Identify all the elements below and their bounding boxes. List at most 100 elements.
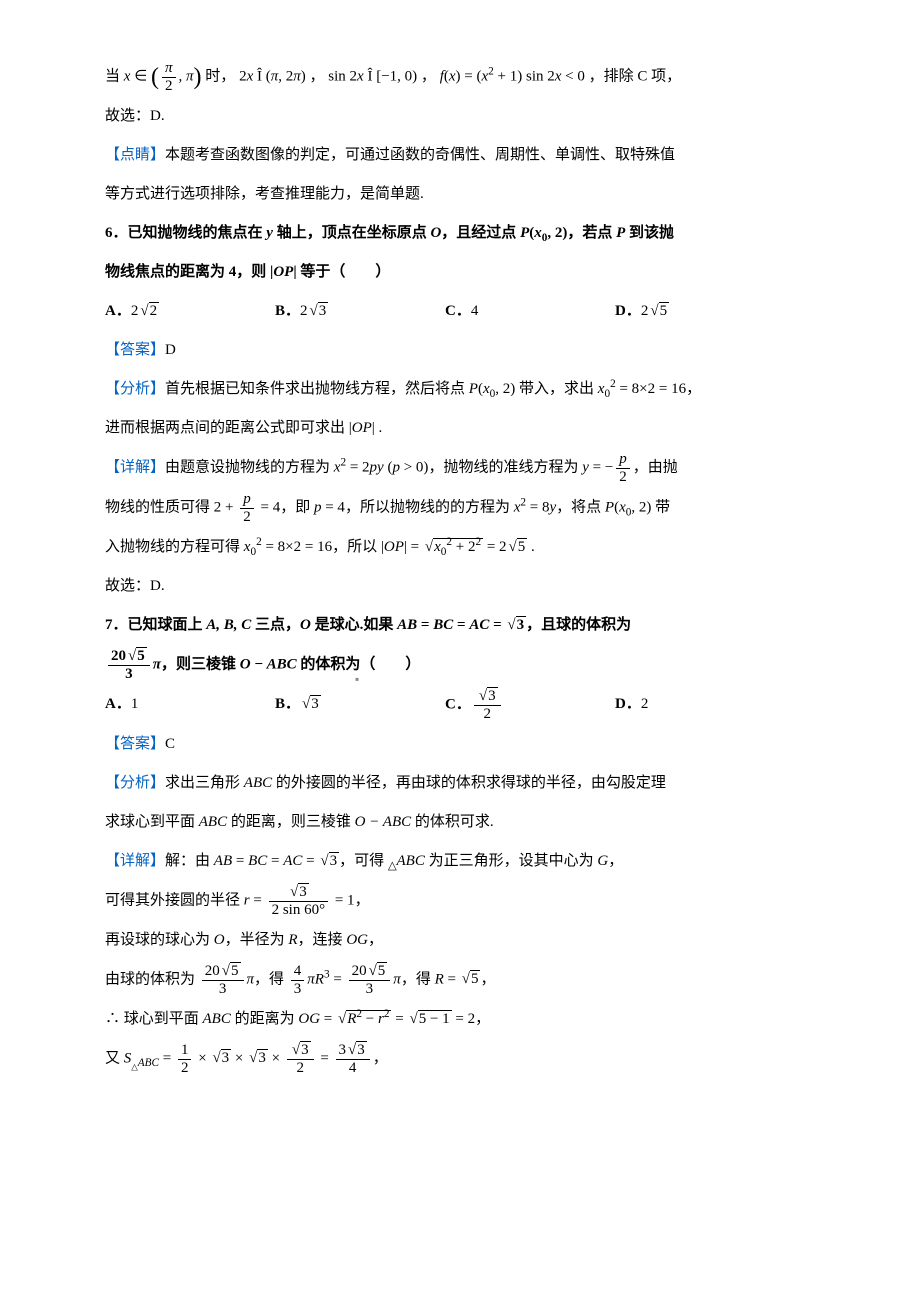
text: ， (421, 68, 436, 84)
q6-option-d: D．25 (615, 295, 840, 328)
q6-option-c: C．4 (445, 295, 615, 328)
dianjing-line-1: 【点睛】本题考查函数图像的判定，可通过函数的奇偶性、周期性、单调性、取特殊值 (105, 139, 840, 172)
watermark-icon: ▪ (355, 666, 359, 692)
q7-stem-1: 7．已知球面上 A, B, C 三点，O 是球心.如果 AB = BC = AC… (105, 609, 840, 642)
math: O − ABC (240, 656, 297, 672)
q7-options: A．1 B．3 C．32 D．2 (105, 688, 840, 722)
detail-tag: 【详解】 (105, 853, 165, 869)
text: 再设球的球心为 (105, 932, 214, 948)
q7-detail-5: ∴ 球心到平面 ABC 的距离为 OG = R2 − r2 = 5 − 1 = … (105, 1003, 840, 1036)
text: ， (686, 381, 701, 397)
val: 1 (131, 696, 139, 712)
text: ，得 (254, 971, 288, 987)
q7-detail-4: 由球的体积为 2053π，得 43πR3 = 2053π，得 R = 5， (105, 963, 840, 997)
text: ，由抛 (633, 459, 678, 475)
q6-analysis-1: 【分析】首先根据已知条件求出抛物线方程，然后将点 P(x0, 2) 带入，求出 … (105, 373, 840, 406)
q7-analysis-2: 求球心到平面 ABC 的距离，则三棱锥 O − ABC 的体积可求. (105, 806, 840, 839)
text: ，若点 (567, 225, 616, 241)
text: 当 (105, 68, 124, 84)
answer-tag: 【答案】 (105, 736, 165, 752)
q6-options: A．22 B．23 C．4 D．25 (105, 295, 840, 328)
q7-stem-2: 2053π，则三棱锥 O − ABC 的体积为（ ） (105, 648, 840, 682)
dianjing-tag: 【点睛】 (105, 147, 165, 163)
text: 6．已知抛物线的焦点在 (105, 225, 266, 241)
text: ，排除 C 项， (589, 68, 682, 84)
val: 4 (471, 303, 479, 319)
q7-detail-2: 可得其外接圆的半径 r = 32 sin 60° = 1， (105, 884, 840, 918)
text: ∴ 球心到平面 (105, 1011, 203, 1027)
answer-val: D (165, 342, 176, 358)
answer-tag: 【答案】 (105, 342, 165, 358)
label: C． (445, 303, 471, 319)
text: 物线焦点的距离为 (105, 264, 229, 280)
analysis-tag: 【分析】 (105, 381, 165, 397)
q6-detail-2: 物线的性质可得 2 + p2 = 4，即 p = 4，所以抛物线的的方程为 x2… (105, 491, 840, 525)
text: 本题考查函数图像的判定，可通过函数的奇偶性、周期性、单调性、取特殊值 (165, 147, 675, 163)
answer-val: C (165, 736, 175, 752)
math-interval: x (124, 68, 131, 84)
analysis-tag: 【分析】 (105, 775, 165, 791)
math: O (214, 932, 225, 948)
text: 由题意设抛物线的方程为 (165, 459, 334, 475)
text: 到该抛 (625, 225, 674, 241)
q7-option-a: A．1 (105, 688, 275, 722)
label: A． (105, 696, 131, 712)
q6-detail-3: 入抛物线的方程可得 x02 = 8×2 = 16，所以 |OP| = x02 +… (105, 531, 840, 564)
text: 解：由 (165, 853, 214, 869)
text: 又 (105, 1050, 124, 1066)
text: ，半径为 (225, 932, 289, 948)
text: ，得 (401, 971, 435, 987)
q7-analysis-1: 【分析】求出三角形 ABC 的外接圆的半径，再由球的体积求得球的半径，由勾股定理 (105, 767, 840, 800)
math: ABC (203, 1011, 231, 1027)
math: ABC (244, 775, 272, 791)
text: ，抛物线的准线方程为 (428, 459, 582, 475)
math: O (300, 617, 311, 633)
math: P (616, 225, 625, 241)
math: O (430, 225, 441, 241)
text: 是球心.如果 (311, 617, 397, 633)
q7-option-d: D．2 (615, 688, 840, 722)
q6-answer: 【答案】D (105, 334, 840, 367)
text: ，连接 (298, 932, 347, 948)
val: 2 (641, 696, 649, 712)
math: A, B, C (206, 617, 251, 633)
text: ，将点 (556, 499, 605, 515)
q6-detail-4: 故选：D. (105, 570, 840, 603)
detail-tag: 【详解】 (105, 459, 165, 475)
text: 的体积可求. (411, 814, 494, 830)
text: 物线的性质可得 (105, 499, 214, 515)
math: OG (346, 932, 368, 948)
intro-line-1: 当 x ∈ (π2, π) 时， 2x Î (π, 2π) ， sin 2x Î… (105, 60, 840, 94)
math: R (288, 932, 297, 948)
q7-option-c: C．32 (445, 688, 615, 722)
text: ，所以抛物线的的方程为 (345, 499, 514, 515)
text: 三点， (251, 617, 300, 633)
q7-detail-1: 【详解】解：由 AB = BC = AC = 3，可得 △ABC 为正三角形，设… (105, 845, 840, 878)
text: ， (480, 971, 495, 987)
text: 可得其外接圆的半径 (105, 892, 244, 908)
q7-answer: 【答案】C (105, 728, 840, 761)
text: 求球心到平面 (105, 814, 199, 830)
text: 时， (205, 68, 235, 84)
math: O − ABC (355, 814, 412, 830)
intro-line-2: 故选：D. (105, 100, 840, 133)
text: 带 (651, 499, 670, 515)
text: 7．已知球面上 (105, 617, 206, 633)
label: B． (275, 303, 300, 319)
text: ，则三棱锥 (161, 656, 240, 672)
text: 首先根据已知条件求出抛物线方程，然后将点 (165, 381, 469, 397)
text: ， (475, 1011, 490, 1027)
math: G (597, 853, 608, 869)
text: 为正三角形，设其中心为 (425, 853, 598, 869)
q7-detail-3: 再设球的球心为 O，半径为 R，连接 OG， (105, 924, 840, 957)
label: B． (275, 696, 300, 712)
text: ， (368, 932, 383, 948)
label: D． (615, 696, 641, 712)
text: ，则 (236, 264, 270, 280)
q6-analysis-2: 进而根据两点间的距离公式即可求出 |OP| . (105, 412, 840, 445)
text: 的外接圆的半径，再由球的体积求得球的半径，由勾股定理 (272, 775, 666, 791)
text: . (527, 539, 535, 555)
text: ，即 (280, 499, 314, 515)
math: ABC (199, 814, 227, 830)
text: 带入，求出 (515, 381, 598, 397)
